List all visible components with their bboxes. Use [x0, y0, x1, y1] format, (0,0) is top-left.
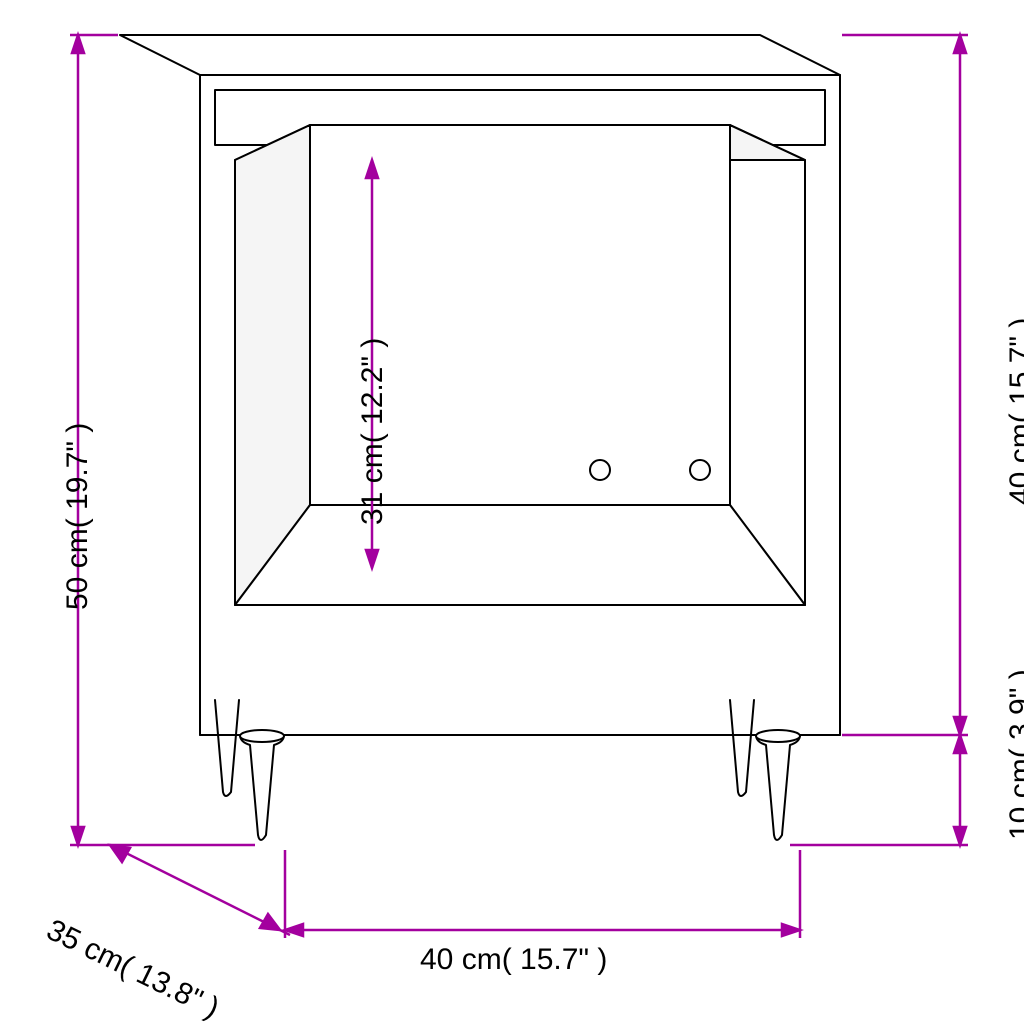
label-leg-height: 10 cm( 3.9" )	[1006, 669, 1024, 840]
label-width: 40 cm( 15.7" )	[420, 945, 607, 975]
dim-depth	[110, 845, 290, 935]
dim-body-height	[842, 35, 968, 735]
label-interior-height: 31 cm( 12.2" )	[358, 338, 388, 525]
label-total-height: 50 cm( 19.7" )	[63, 423, 93, 610]
label-body-height: 40 cm( 15.7" )	[1006, 318, 1024, 505]
dimension-diagram	[0, 0, 1024, 1024]
dim-width	[285, 850, 800, 938]
dim-leg-height	[790, 735, 968, 845]
